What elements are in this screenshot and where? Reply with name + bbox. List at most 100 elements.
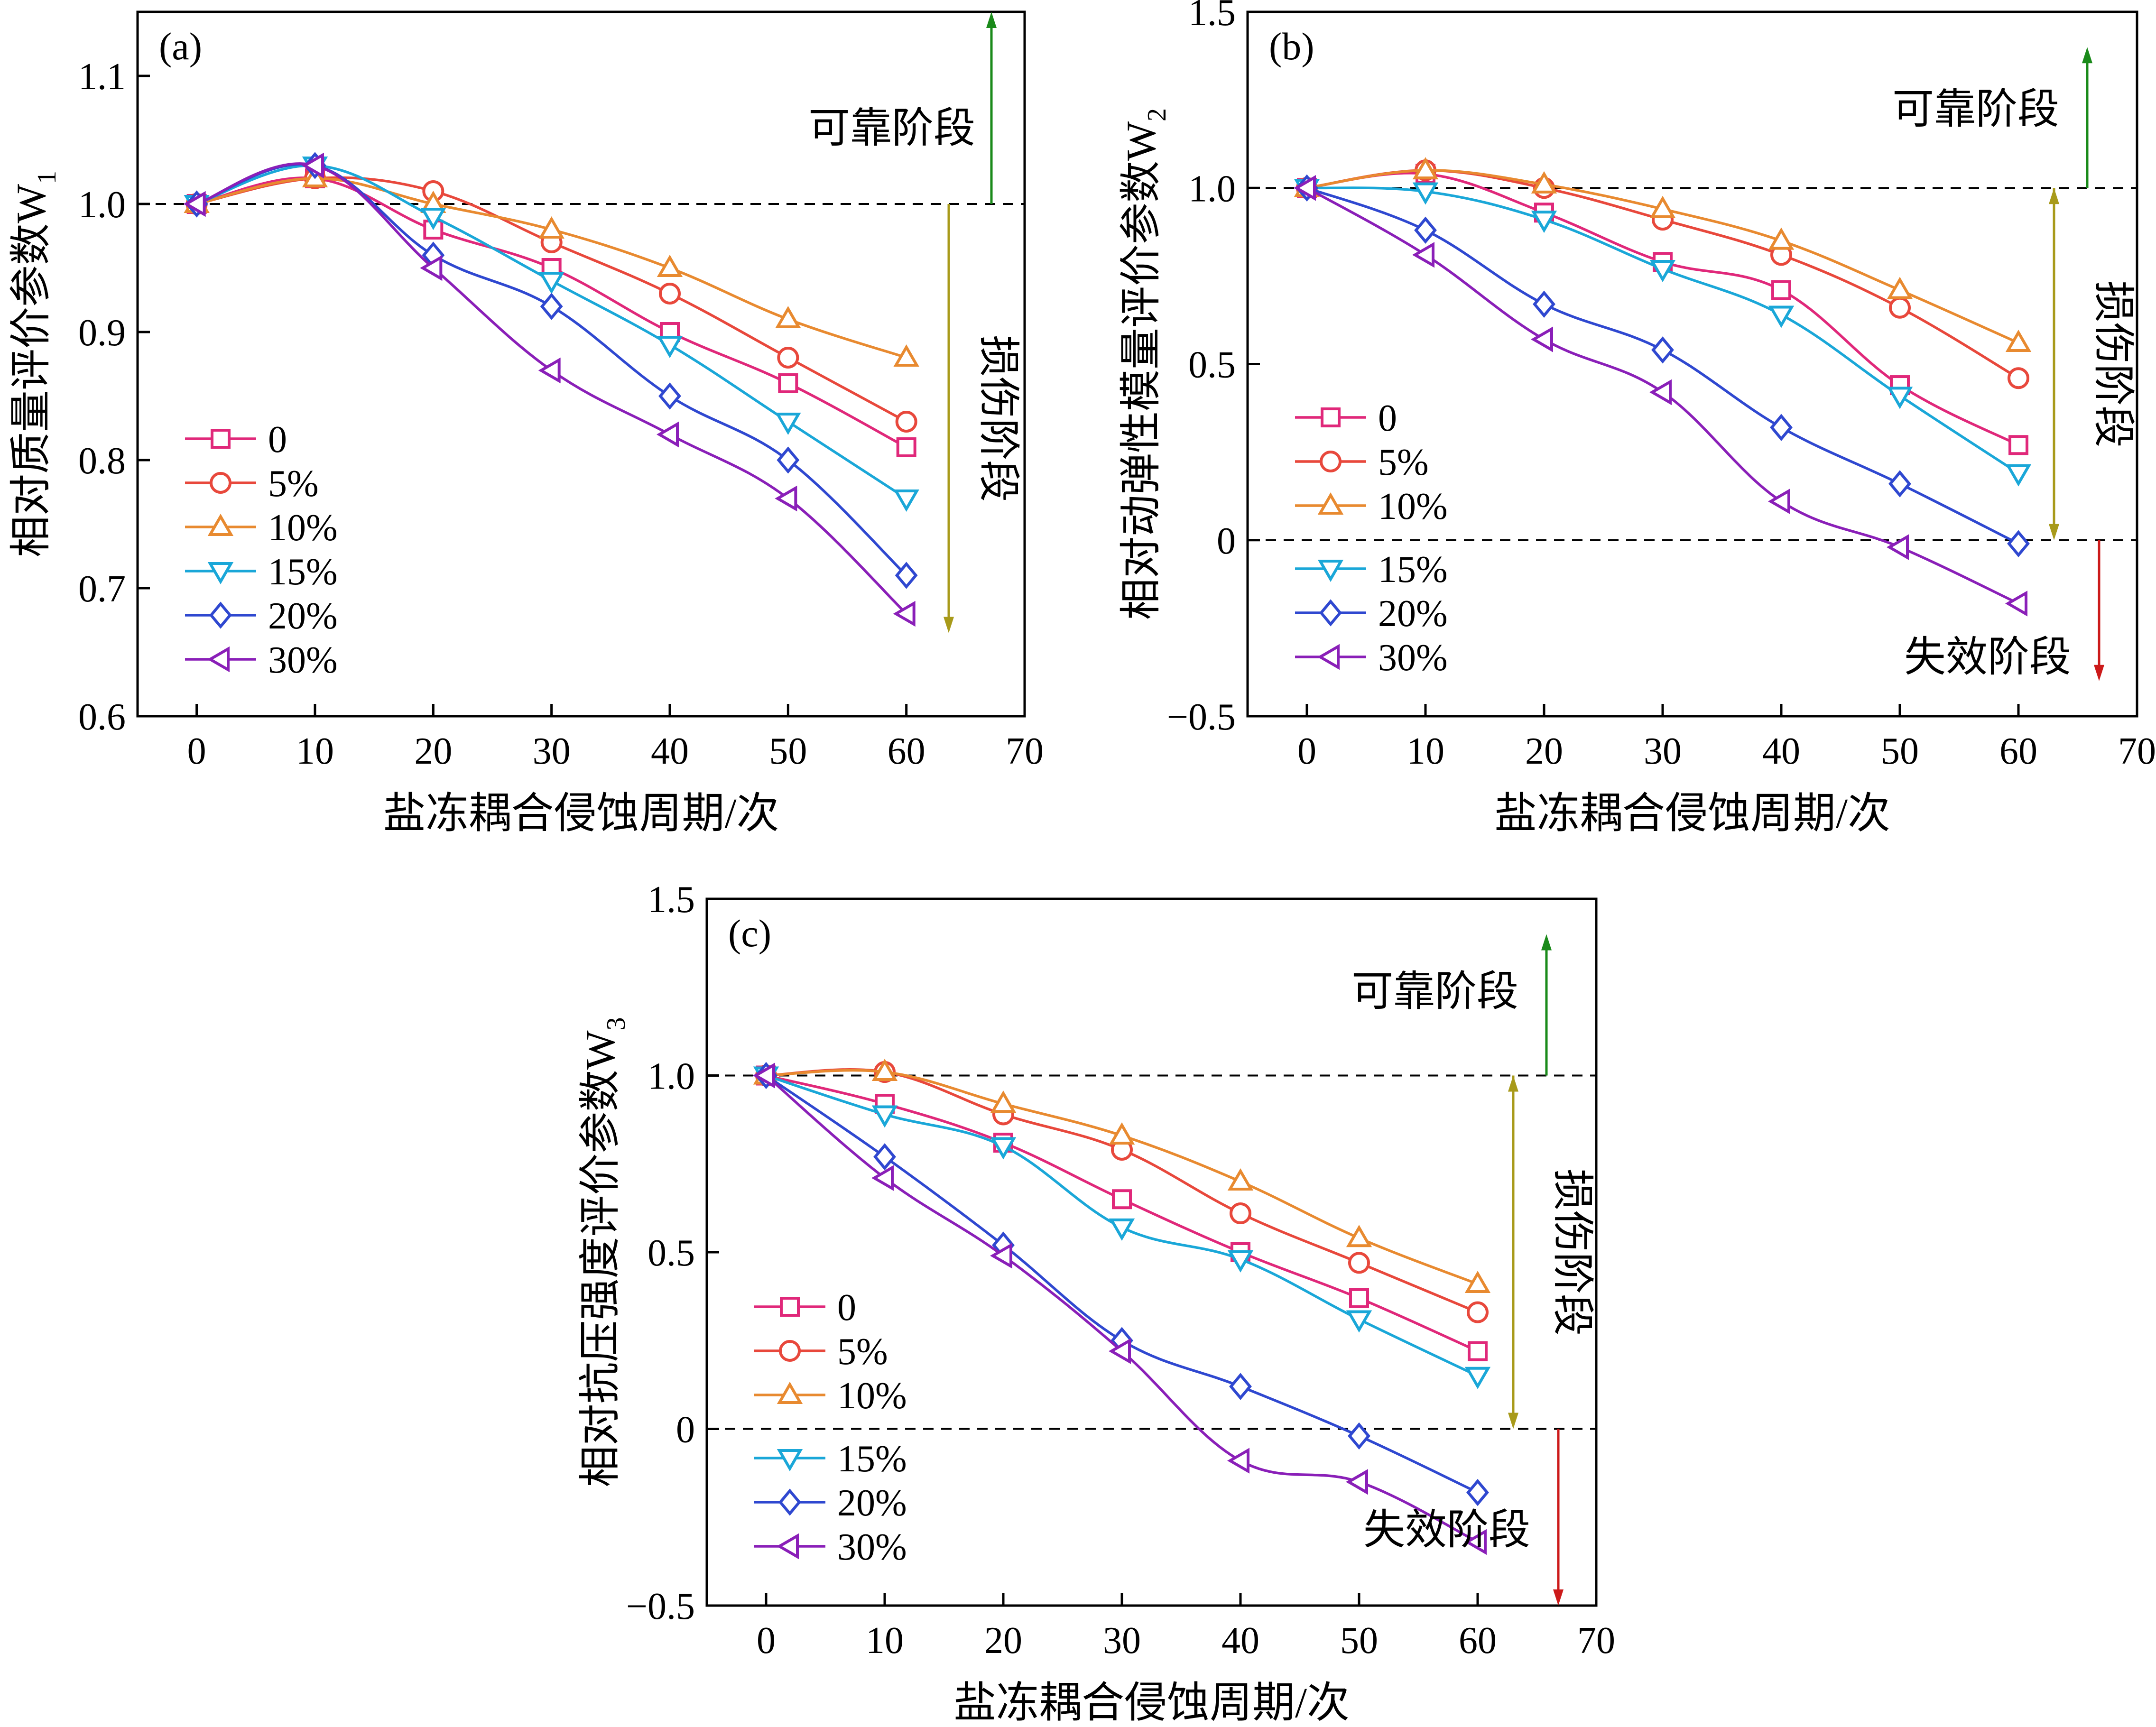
stage-label: 可靠阶段 [1351, 969, 1518, 1015]
legend-marker [779, 1340, 801, 1362]
x-tick-label: 50 [1881, 730, 1919, 772]
legend-label: 5% [268, 463, 319, 505]
x-axis-label: 盐冻耦合侵蚀周期/次 [953, 1680, 1350, 1727]
legend-item: 0 [1295, 397, 1397, 439]
y-tick-label: 1.5 [648, 879, 695, 921]
data-point [302, 152, 324, 179]
data-point [657, 421, 679, 448]
data-point [2005, 464, 2032, 487]
data-point [657, 336, 683, 358]
y-axis-label-subscript: 1 [32, 171, 62, 184]
plot-frame [136, 10, 1026, 718]
legend-marker [778, 1488, 801, 1516]
data-point [871, 1059, 898, 1081]
stage-arrow-head [2082, 47, 2092, 64]
y-tick-label: 0.6 [78, 696, 126, 738]
data-point [1889, 296, 1911, 319]
stage-arrow-head [1553, 1589, 1564, 1606]
x-tick-label: 10 [1406, 730, 1444, 772]
data-point [1887, 277, 1913, 299]
y-tick-label: 0.5 [648, 1232, 695, 1274]
data-point [1531, 326, 1553, 352]
legend-label: 20% [1378, 593, 1448, 635]
x-tick-label: 30 [533, 730, 571, 772]
data-point [873, 1143, 896, 1171]
data-point [1412, 157, 1439, 180]
y-axis-label-text: 相对质量评价参数W [9, 184, 55, 557]
y-tick-label: 1.5 [1188, 0, 1236, 34]
y-tick-label: 0.9 [78, 312, 126, 354]
data-point [1348, 1422, 1370, 1450]
data-point [1346, 1225, 1372, 1247]
legend-label: 10% [1378, 486, 1448, 527]
data-point [1770, 414, 1793, 441]
y-axis-label-subscript: 3 [601, 1017, 631, 1030]
legend-label: 5% [1378, 442, 1429, 483]
x-tick-label: 50 [769, 730, 807, 772]
data-point [1227, 1168, 1254, 1191]
stage-label: 损伤阶段 [2090, 280, 2136, 447]
x-tick-label: 70 [1006, 730, 1044, 772]
data-point [775, 413, 801, 435]
legend-item: 30% [754, 1526, 907, 1568]
data-point [871, 1105, 898, 1128]
x-tick-label: 20 [984, 1620, 1022, 1662]
data-point [775, 306, 801, 328]
data-point [1229, 1373, 1252, 1400]
data-point [1888, 470, 1911, 498]
y-axis-label-text: 相对抗压强度评价参数W [578, 1030, 624, 1487]
stage-arrow-head [2049, 524, 2059, 540]
data-point [1230, 1202, 1251, 1225]
legend-label: 5% [837, 1331, 888, 1373]
legend-item: 10% [185, 507, 338, 549]
y-axis-label-text: 相对动弹性模量评价参数W [1119, 121, 1165, 620]
legend-marker [210, 472, 231, 494]
x-tick-label: 60 [1459, 1620, 1497, 1662]
legend-item: 0 [754, 1287, 856, 1329]
legend-label: 0 [1378, 397, 1397, 439]
data-point [990, 1090, 1017, 1113]
legend-item: 15% [185, 551, 338, 593]
stage-label: 可靠阶段 [808, 106, 975, 152]
legend-label: 15% [1378, 549, 1448, 591]
data-point [1533, 290, 1555, 318]
legend-item: 30% [185, 639, 338, 681]
data-point [1649, 195, 1676, 218]
data-point [538, 357, 561, 384]
x-tick-label: 10 [296, 730, 334, 772]
data-point [1346, 1469, 1368, 1495]
stage-arrow-head [2094, 665, 2104, 681]
x-tick-label: 60 [1999, 730, 2037, 772]
data-point [1467, 1301, 1489, 1323]
data-point [1294, 175, 1316, 201]
data-point [990, 1137, 1017, 1160]
data-point [1771, 280, 1791, 300]
data-point [777, 446, 800, 474]
legend-marker [209, 601, 232, 629]
legend-marker [211, 429, 231, 449]
legend-item: 0 [185, 419, 287, 461]
legend-label: 10% [268, 507, 338, 549]
legend-marker [780, 1297, 800, 1317]
data-point [1649, 260, 1676, 283]
panel-label: (c) [728, 912, 771, 955]
legend: 05%10%15%20%30% [185, 419, 338, 681]
series-10% [1294, 157, 2032, 352]
legend-marker [1317, 644, 1340, 670]
data-point [775, 485, 797, 512]
stage-label: 失效阶段 [1363, 1507, 1530, 1553]
x-tick-label: 20 [1525, 730, 1563, 772]
y-tick-label: 0 [1217, 520, 1236, 562]
x-tick-label: 30 [1103, 1620, 1141, 1662]
x-tick-label: 0 [187, 730, 206, 772]
data-point [2007, 530, 2030, 557]
x-tick-label: 70 [1577, 1620, 1615, 1662]
x-tick-label: 40 [651, 730, 689, 772]
data-point [1768, 488, 1790, 515]
data-point [1112, 1189, 1132, 1210]
y-tick-label: 1.0 [648, 1056, 695, 1098]
stage-label: 损伤阶段 [975, 335, 1021, 502]
x-tick-label: 40 [1762, 730, 1800, 772]
x-tick-label: 20 [414, 730, 452, 772]
